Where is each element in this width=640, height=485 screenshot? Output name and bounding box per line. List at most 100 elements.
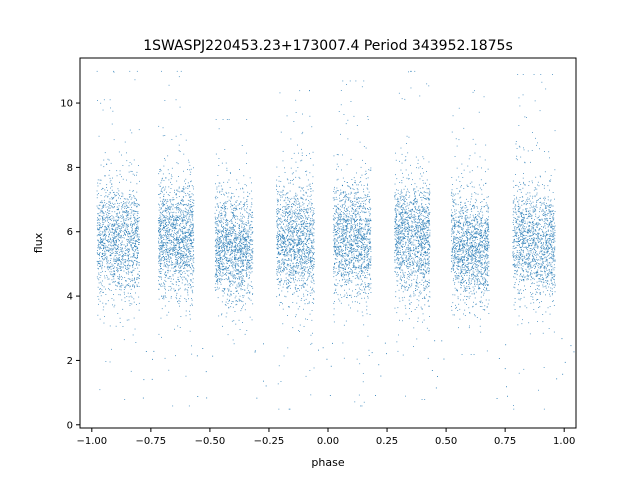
data-point — [183, 263, 184, 264]
data-point — [251, 227, 253, 229]
data-point — [221, 251, 223, 253]
data-point — [292, 206, 293, 208]
data-point — [238, 298, 240, 300]
data-point — [238, 319, 240, 321]
data-point — [239, 245, 241, 247]
data-point — [99, 292, 101, 294]
data-point — [167, 227, 169, 228]
data-point — [301, 264, 303, 266]
data-point — [227, 229, 228, 231]
data-point — [248, 236, 250, 238]
data-point — [247, 283, 249, 285]
data-point — [229, 273, 231, 275]
data-point — [122, 224, 124, 226]
data-point — [103, 199, 105, 201]
data-point — [231, 261, 233, 263]
data-point — [291, 215, 293, 217]
data-point — [178, 228, 180, 230]
data-point — [104, 230, 106, 232]
data-point — [301, 262, 303, 264]
data-point — [123, 220, 124, 222]
data-point — [180, 258, 182, 259]
data-point — [242, 236, 244, 238]
data-point — [302, 276, 304, 278]
data-point — [116, 227, 118, 228]
data-point — [247, 268, 249, 270]
data-point — [240, 201, 242, 203]
data-point — [289, 223, 290, 225]
data-point — [299, 186, 301, 188]
data-point — [217, 247, 219, 249]
data-point — [189, 310, 190, 312]
data-point — [175, 246, 177, 248]
data-point — [175, 221, 177, 223]
data-point — [114, 219, 116, 221]
data-point — [248, 246, 250, 248]
data-point — [102, 250, 103, 251]
data-point — [234, 258, 235, 260]
data-point — [190, 196, 192, 198]
data-point — [104, 196, 106, 198]
data-point — [180, 238, 182, 239]
data-point — [129, 253, 131, 255]
data-point — [312, 176, 314, 178]
data-point — [103, 204, 105, 206]
data-point — [187, 213, 189, 214]
data-point — [133, 202, 135, 204]
data-point — [180, 262, 181, 264]
data-point — [280, 208, 281, 210]
data-point — [137, 261, 138, 263]
outlier-point — [153, 350, 155, 352]
data-point — [230, 254, 232, 255]
data-point — [306, 155, 307, 156]
data-point — [134, 268, 136, 269]
data-point — [278, 288, 280, 290]
data-point — [126, 232, 127, 233]
data-point — [293, 265, 295, 266]
data-point — [118, 279, 120, 280]
data-point — [97, 267, 99, 269]
data-point — [298, 229, 300, 231]
data-point — [110, 273, 111, 275]
data-point — [289, 230, 291, 231]
data-point — [168, 211, 169, 213]
data-point — [187, 246, 189, 248]
data-point — [169, 199, 171, 201]
data-point — [181, 241, 183, 243]
data-point — [297, 255, 298, 257]
data-point — [244, 309, 246, 311]
data-point — [161, 278, 162, 280]
data-point — [98, 242, 100, 243]
point-cluster — [214, 119, 267, 399]
data-point — [187, 237, 189, 239]
data-point — [178, 186, 180, 188]
data-point — [312, 228, 314, 230]
data-point — [100, 283, 102, 285]
data-point — [238, 237, 240, 238]
data-point — [136, 70, 138, 72]
data-point — [171, 267, 173, 269]
data-point — [132, 269, 134, 271]
data-point — [165, 295, 166, 297]
data-point — [114, 223, 116, 225]
data-point — [223, 211, 225, 212]
data-point — [302, 204, 304, 206]
data-point — [99, 253, 100, 254]
data-point — [98, 298, 100, 300]
data-point — [182, 245, 184, 247]
data-point — [285, 280, 287, 282]
data-point — [225, 259, 227, 261]
data-point — [136, 206, 137, 208]
data-point — [309, 266, 310, 268]
data-point — [229, 233, 231, 235]
data-point — [178, 220, 179, 221]
data-point — [183, 225, 185, 227]
data-point — [239, 233, 241, 235]
data-point — [230, 198, 232, 200]
data-point — [244, 184, 246, 185]
data-point — [231, 233, 232, 234]
data-point — [128, 255, 129, 257]
data-point — [167, 221, 169, 223]
data-point — [112, 244, 114, 246]
data-point — [158, 234, 160, 236]
